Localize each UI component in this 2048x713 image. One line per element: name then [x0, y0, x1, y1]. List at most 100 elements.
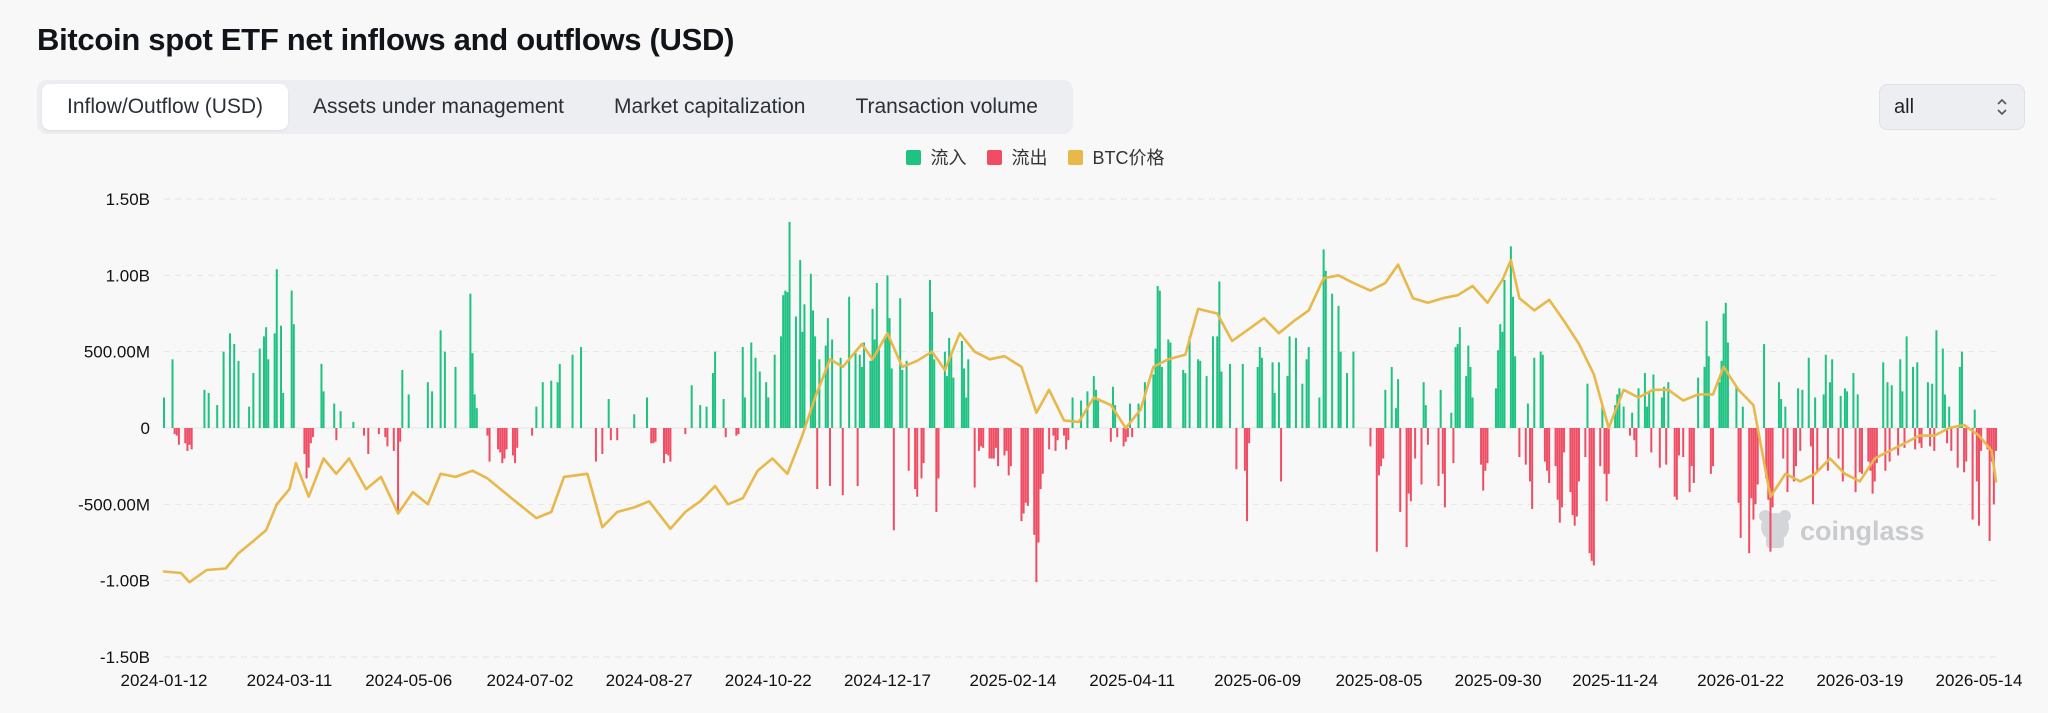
inflow-bar — [407, 394, 410, 428]
inflow-bar — [1724, 302, 1727, 428]
inflow-bar — [705, 406, 708, 428]
outflow-bar — [1854, 428, 1857, 493]
outflow-bar — [1965, 428, 1968, 462]
outflow-bar — [1963, 428, 1966, 473]
x-tick-label: 2026-03-19 — [1816, 671, 1903, 690]
outflow-bar — [922, 428, 925, 464]
outflow-bar — [1003, 428, 1006, 456]
outflow-bar — [1063, 428, 1066, 436]
page-title: Bitcoin spot ETF net inflows and outflow… — [37, 22, 735, 57]
chevron-up-down-icon — [1996, 97, 2008, 117]
outflow-bar — [1799, 428, 1802, 451]
flow-bars — [163, 221, 1997, 583]
inflow-bar — [1601, 405, 1604, 428]
inflow-bar — [854, 350, 857, 428]
inflow-bar — [1422, 382, 1425, 428]
inflow-bar — [1167, 339, 1170, 428]
inflow-bar — [858, 354, 861, 428]
outflow-bar — [982, 428, 985, 448]
inflow-bar — [765, 382, 768, 428]
outflow-bar — [1633, 428, 1636, 441]
outflow-bar — [511, 428, 514, 456]
inflow-bar — [1631, 412, 1634, 428]
inflow-bar — [1511, 296, 1514, 428]
legend-item-outflow[interactable]: 流出 — [986, 144, 1048, 170]
outflow-bar — [392, 428, 395, 451]
inflow-bar — [967, 359, 970, 428]
inflow-bar — [1780, 398, 1783, 428]
inflow-bar — [965, 397, 968, 428]
outflow-bar — [1903, 428, 1906, 448]
legend-item-btc-price[interactable]: BTC价格 — [1067, 144, 1165, 170]
range-select[interactable]: all — [1879, 84, 2025, 130]
inflow-bar — [1741, 406, 1744, 428]
outflow-bar — [1024, 428, 1027, 503]
outflow-bar — [1677, 428, 1680, 456]
outflow-bar — [397, 428, 400, 514]
outflow-bar — [1437, 428, 1440, 487]
inflow-bar — [290, 290, 293, 428]
outflow-bar — [1986, 428, 1989, 450]
inflow-bar — [473, 394, 476, 428]
outflow-bar — [652, 428, 655, 444]
outflow-bar — [1067, 428, 1070, 441]
y-tick-label: -1.50B — [100, 648, 150, 667]
outflow-bar — [990, 428, 993, 459]
outflow-bar — [1673, 428, 1676, 497]
inflow-bar — [1450, 412, 1453, 428]
inflow-bar — [960, 340, 963, 428]
outflow-bar — [503, 428, 506, 459]
inflow-bar — [722, 398, 725, 428]
inflow-bar — [1648, 392, 1651, 428]
grid-lines — [164, 198, 1996, 658]
inflow-bar — [1182, 369, 1185, 428]
inflow-bar — [714, 351, 717, 428]
inflow-bar — [711, 373, 714, 428]
outflow-bar — [997, 428, 1000, 467]
inflow-bar — [1260, 357, 1263, 428]
inflow-bar — [1424, 405, 1427, 428]
outflow-bar — [1280, 428, 1283, 482]
outflow-bar — [1569, 428, 1572, 493]
legend-item-inflow[interactable]: 流入 — [905, 144, 967, 170]
inflow-bar — [963, 368, 966, 428]
outflow-bar — [384, 428, 387, 438]
inflow-bar — [1352, 351, 1355, 428]
outflow-bar — [1382, 428, 1385, 459]
outflow-bar — [1950, 428, 1953, 451]
tab-assets-under-management[interactable]: Assets under management — [313, 95, 565, 118]
inflow-bar — [535, 406, 538, 428]
tab-market-capitalization[interactable]: Market capitalization — [614, 95, 806, 118]
inflow-bar — [1886, 382, 1889, 428]
outflow-bar — [497, 428, 500, 450]
inflow-bar — [1901, 391, 1904, 428]
inflow-bar — [743, 397, 746, 428]
outflow-bar — [654, 428, 657, 442]
outflow-bar — [1754, 428, 1757, 505]
outflow-bar — [1033, 428, 1036, 535]
outflow-bar — [1748, 428, 1751, 554]
inflow-bar — [1301, 383, 1304, 428]
inflow-bar — [1697, 377, 1700, 428]
outflow-bar — [1956, 428, 1959, 468]
outflow-bar — [488, 428, 491, 462]
outflow-bar — [737, 428, 740, 435]
inflow-bar — [1205, 376, 1208, 428]
outflow-bar — [977, 428, 980, 451]
outflow-bar — [1665, 428, 1668, 465]
inflow-bar — [1456, 344, 1459, 428]
inflow-bar — [1899, 359, 1902, 428]
inflow-bar — [1705, 321, 1708, 428]
inflow-bar — [1622, 406, 1625, 428]
outflow-bar — [1837, 428, 1840, 459]
x-tick-label: 2024-03-11 — [247, 671, 333, 690]
outflow-bar — [1712, 428, 1715, 467]
outflow-bar — [916, 428, 919, 497]
outflow-bar — [188, 428, 191, 445]
outflow-bar — [1035, 428, 1038, 583]
inflow-bar — [1160, 366, 1163, 428]
tab-transaction-volume[interactable]: Transaction volume — [855, 95, 1038, 118]
tab-inflow-outflow[interactable]: Inflow/Outflow (USD) — [42, 84, 289, 130]
outflow-bar — [1841, 428, 1844, 482]
inflow-bar — [869, 360, 872, 428]
